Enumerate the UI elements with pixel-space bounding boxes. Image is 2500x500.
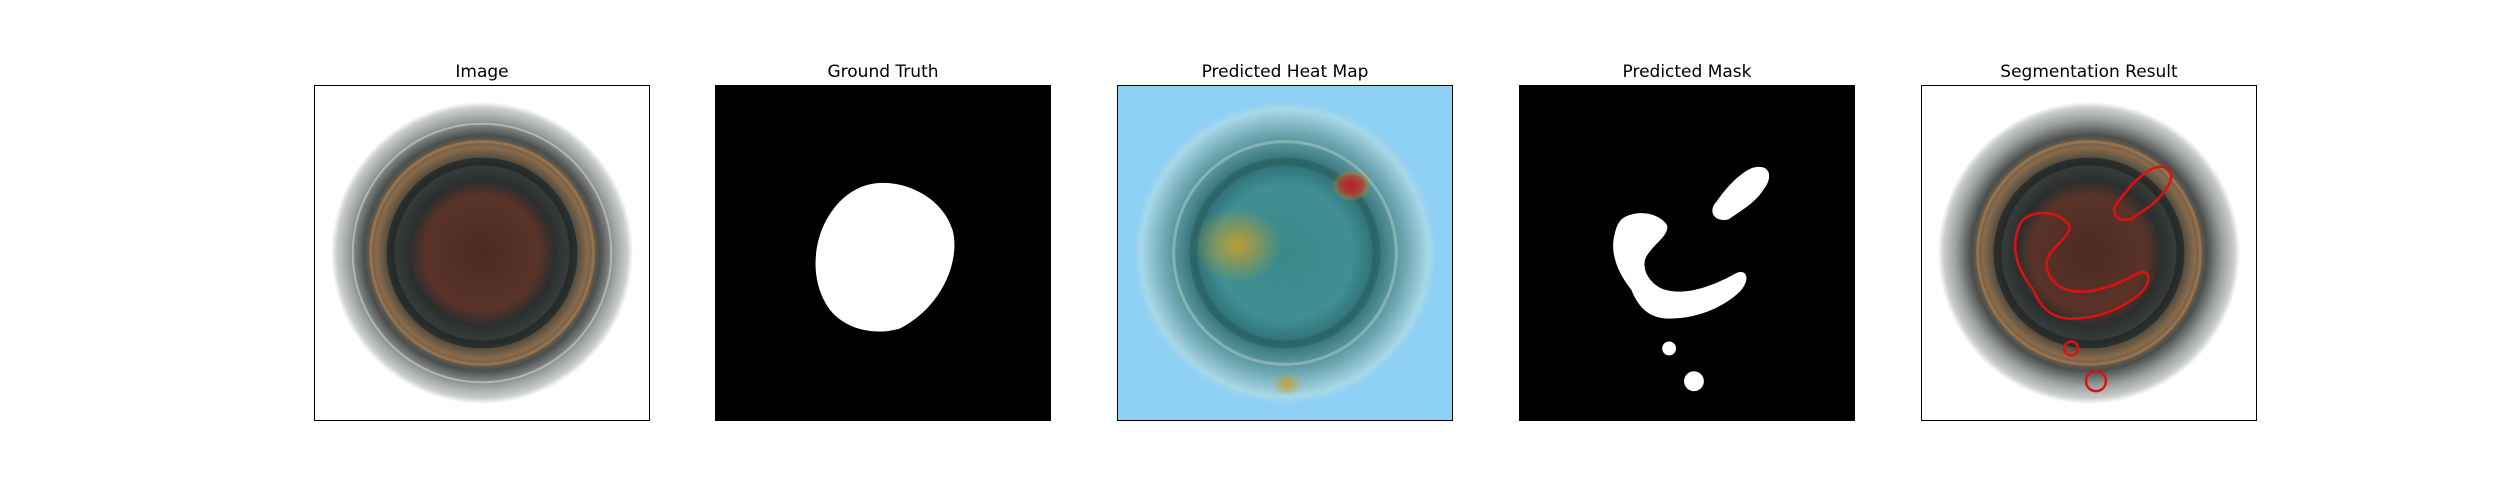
panel-ground-truth: Ground Truth <box>715 60 1051 421</box>
mask-blob-top-right <box>1712 166 1770 220</box>
ground-truth-mask <box>716 86 1050 420</box>
heat-hotspot-top-right <box>1331 169 1372 202</box>
contour-small <box>2062 340 2080 357</box>
image-frame <box>314 85 650 421</box>
panel-title-ground-truth: Ground Truth <box>827 62 939 82</box>
segmentation-overlay <box>1922 86 2256 420</box>
mask-blob-small <box>1662 341 1677 356</box>
heat-warm-bottom <box>1272 372 1302 397</box>
contour-bottom <box>2084 370 2108 393</box>
mask-blob-bottom <box>1684 371 1704 392</box>
heat-map-frame <box>1117 85 1453 421</box>
predicted-mask <box>1520 86 1854 420</box>
heat-map-overlay <box>1118 86 1452 420</box>
bottle-mouth-photo <box>315 86 649 420</box>
panel-heat-map: Predicted Heat Map <box>1117 60 1453 421</box>
segmentation-result-frame <box>1921 85 2257 421</box>
panel-title-heat-map: Predicted Heat Map <box>1201 62 1369 82</box>
contour-main <box>2014 211 2150 320</box>
contour-top-right <box>2113 165 2173 222</box>
panel-predicted-mask: Predicted Mask <box>1519 60 1855 421</box>
panel-segmentation-result: Segmentation Result <box>1921 60 2257 421</box>
predicted-mask-frame <box>1519 85 1855 421</box>
heat-warm-left <box>1192 207 1283 283</box>
panel-title-segmentation-result: Segmentation Result <box>2000 62 2178 82</box>
panel-title-predicted-mask: Predicted Mask <box>1622 62 1752 82</box>
panel-image: Image <box>314 60 650 421</box>
ground-truth-frame <box>715 85 1051 421</box>
mask-blob-main <box>1613 213 1747 319</box>
ground-truth-region <box>815 182 955 332</box>
panel-title-image: Image <box>455 62 509 82</box>
